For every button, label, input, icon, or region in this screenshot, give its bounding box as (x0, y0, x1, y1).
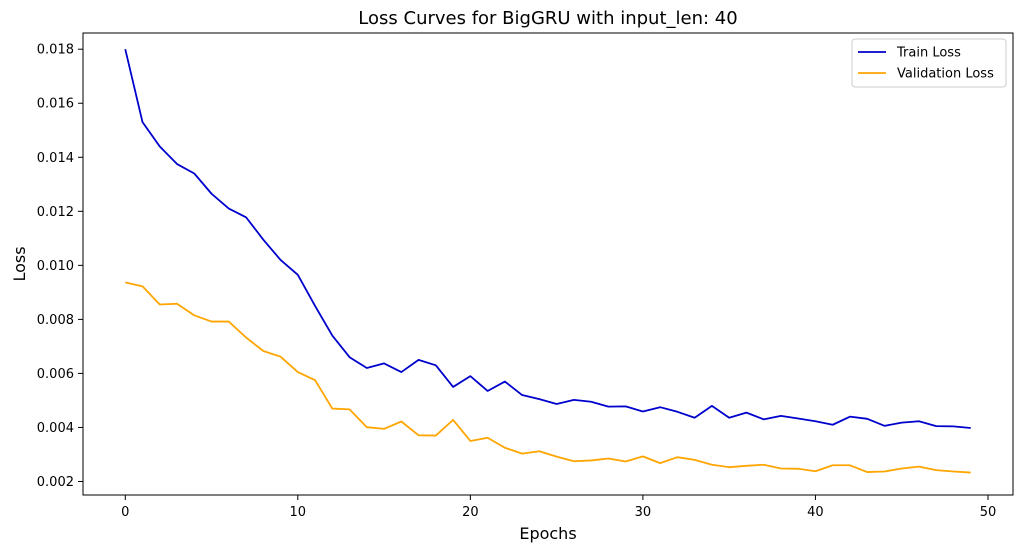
legend-label-train-loss: Train Loss (896, 46, 961, 61)
y-tick-label: 0.014 (37, 151, 74, 166)
x-tick-label: 20 (462, 505, 479, 520)
y-tick-label: 0.018 (37, 43, 74, 58)
series-line-train-loss (124, 49, 971, 429)
y-tick-label: 0.002 (37, 475, 74, 490)
y-tick-label: 0.016 (37, 97, 74, 112)
x-tick-label: 10 (290, 505, 307, 520)
y-tick-label: 0.006 (37, 367, 74, 382)
x-tick-label: 50 (980, 505, 997, 520)
series-layer (124, 49, 971, 474)
y-axis-ticks: 0.002 0.004 0.006 0.008 0.010 0.012 0.014 0.016… (37, 43, 83, 490)
x-axis-ticks: 0 10 20 30 40 50 (121, 495, 996, 520)
legend-label-validation-loss: Validation Loss (897, 67, 994, 82)
x-tick-label: 30 (635, 505, 652, 520)
x-tick-label: 40 (807, 505, 824, 520)
y-tick-label: 0.012 (37, 205, 74, 220)
series-line-validation-loss (125, 281, 971, 474)
legend: Train Loss Validation Loss (851, 38, 1007, 88)
y-tick-label: 0.008 (37, 313, 74, 328)
legend-box (851, 38, 1007, 88)
x-tick-label: 0 (121, 505, 129, 520)
x-axis-label: Epochs (519, 524, 576, 543)
y-axis-label: Loss (10, 246, 29, 281)
chart-title: Loss Curves for BigGRU with input_len: 4… (358, 8, 737, 29)
plot-frame (82, 32, 1014, 496)
y-tick-label: 0.004 (37, 421, 74, 436)
y-tick-label: 0.010 (37, 259, 74, 274)
